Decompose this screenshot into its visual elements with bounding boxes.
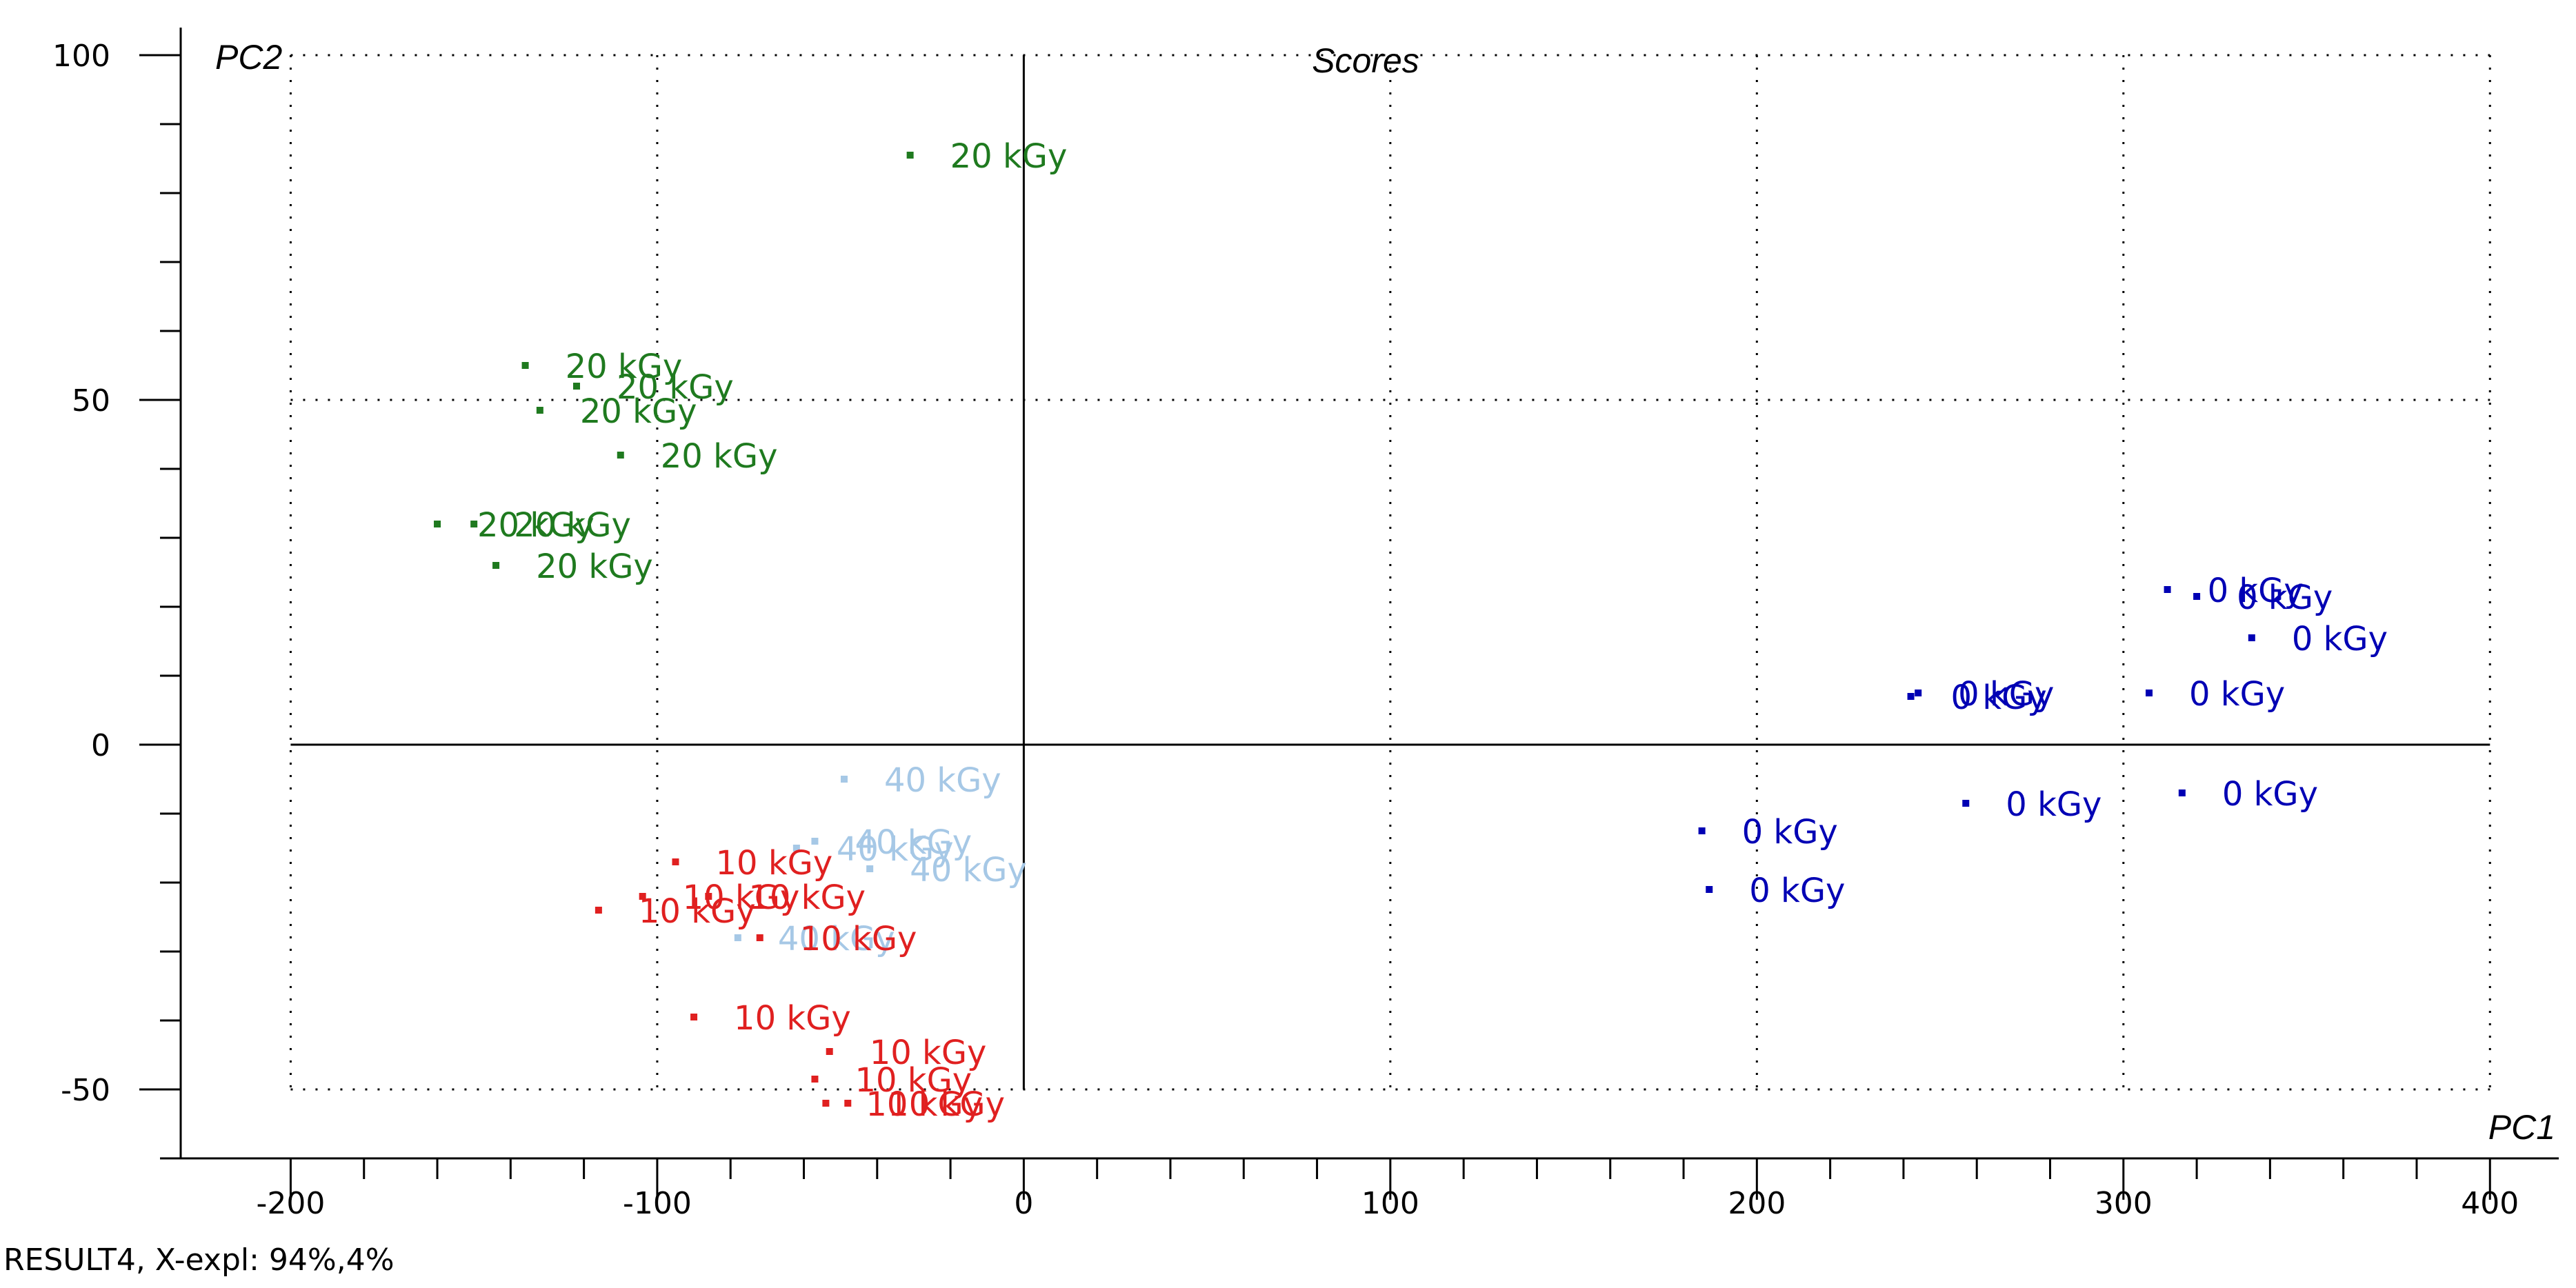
data-point — [734, 934, 741, 941]
y-tick-label: 100 — [52, 39, 110, 74]
x-tick-label: 200 — [1728, 1186, 1786, 1221]
data-point — [756, 934, 763, 941]
data-point — [521, 362, 529, 369]
tick-labels: -50 0 50 100 -200 -100 0 100 200 300 400 — [52, 39, 2519, 1221]
point-label: 0 kGy — [1958, 675, 2054, 714]
point-label: 0 kGy — [2006, 785, 2101, 824]
point-label: 20 kGy — [536, 547, 653, 586]
data-point — [705, 893, 712, 900]
footer-caption: RESULT4, X-expl: 94%,4% — [3, 1242, 395, 1278]
point-label: 20 kGy — [661, 437, 778, 476]
point-label: 10 kGy — [888, 1085, 1005, 1124]
point-label: 0 kGy — [1742, 813, 1838, 852]
data-point — [2178, 789, 2186, 796]
data-point — [434, 521, 441, 527]
data-point — [1962, 800, 1970, 807]
data-point — [1915, 690, 1922, 696]
point-label: 40 kGy — [778, 920, 895, 958]
point-label: 0 kGy — [1749, 872, 1845, 910]
axes — [139, 28, 2559, 1200]
point-label: 40 kGy — [884, 761, 1001, 800]
data-point — [2146, 690, 2153, 696]
data-point — [822, 1100, 830, 1107]
data-point — [536, 407, 543, 414]
x-tick-label: 100 — [1361, 1186, 1419, 1221]
data-point — [1698, 827, 1706, 834]
point-label: 10 kGy — [734, 999, 851, 1038]
x-tick-label: 400 — [2461, 1186, 2519, 1221]
data-point — [672, 858, 679, 865]
point-label: 20 kGy — [950, 137, 1068, 176]
x-tick-label: -100 — [623, 1186, 692, 1221]
data-point — [811, 1076, 819, 1083]
data-point — [639, 893, 646, 900]
point-label: 0 kGy — [2292, 620, 2388, 658]
y-tick-label: 0 — [91, 728, 110, 763]
point-label: 0 kGy — [2189, 675, 2285, 714]
point-label: 10 kGy — [639, 892, 756, 931]
x-axis-label: PC1 — [2488, 1108, 2555, 1147]
data-point — [866, 865, 874, 872]
data-point — [492, 562, 500, 569]
point-label: 10 kGy — [748, 878, 866, 917]
point-label: 10 kGy — [715, 844, 832, 883]
data-point — [2164, 586, 2171, 593]
data-point — [470, 521, 478, 527]
data-point — [572, 383, 580, 390]
point-label: 40 kGy — [837, 830, 954, 869]
x-tick-label: 0 — [1014, 1186, 1033, 1221]
data-point — [840, 776, 848, 783]
y-tick-label: -50 — [61, 1073, 110, 1108]
point-label: 0 kGy — [2237, 578, 2333, 617]
data-point — [617, 452, 624, 459]
y-axis-label: PC2 — [215, 38, 282, 77]
data-point — [2193, 593, 2201, 600]
point-label: 20 kGy — [580, 392, 697, 431]
data-point — [1907, 693, 1915, 700]
point-label: 10 kGy — [683, 878, 800, 917]
point-label: 10 kGy — [855, 1061, 972, 1100]
data-point — [595, 907, 602, 914]
point-label: 20 kGy — [617, 368, 734, 407]
data-point — [811, 838, 819, 845]
data-point — [2248, 634, 2255, 641]
data-point — [844, 1100, 852, 1107]
data-point — [792, 845, 800, 852]
point-label: 0 kGy — [2222, 775, 2318, 814]
point-label: 10 kGy — [870, 1034, 987, 1072]
data-point — [826, 1048, 833, 1055]
data-point — [906, 152, 914, 159]
data-points — [434, 152, 2255, 1107]
point-label: 20 kGy — [566, 348, 683, 386]
point-label: 0 kGy — [2208, 572, 2304, 610]
point-label: 40 kGy — [910, 851, 1027, 889]
data-point — [1706, 886, 1713, 893]
chart-title: Scores — [1312, 41, 1419, 80]
x-tick-label: -200 — [257, 1186, 326, 1221]
point-label: 0 kGy — [1951, 678, 2047, 717]
point-label: 10 kGy — [800, 920, 917, 958]
point-label: 20 kGy — [477, 506, 595, 545]
data-point — [690, 1014, 698, 1020]
point-label: 20 kGy — [514, 506, 631, 545]
point-label: 10 kGy — [866, 1085, 983, 1124]
x-tick-label: 300 — [2095, 1186, 2153, 1221]
point-label: 40 kGy — [855, 823, 972, 862]
y-tick-label: 50 — [72, 383, 110, 419]
